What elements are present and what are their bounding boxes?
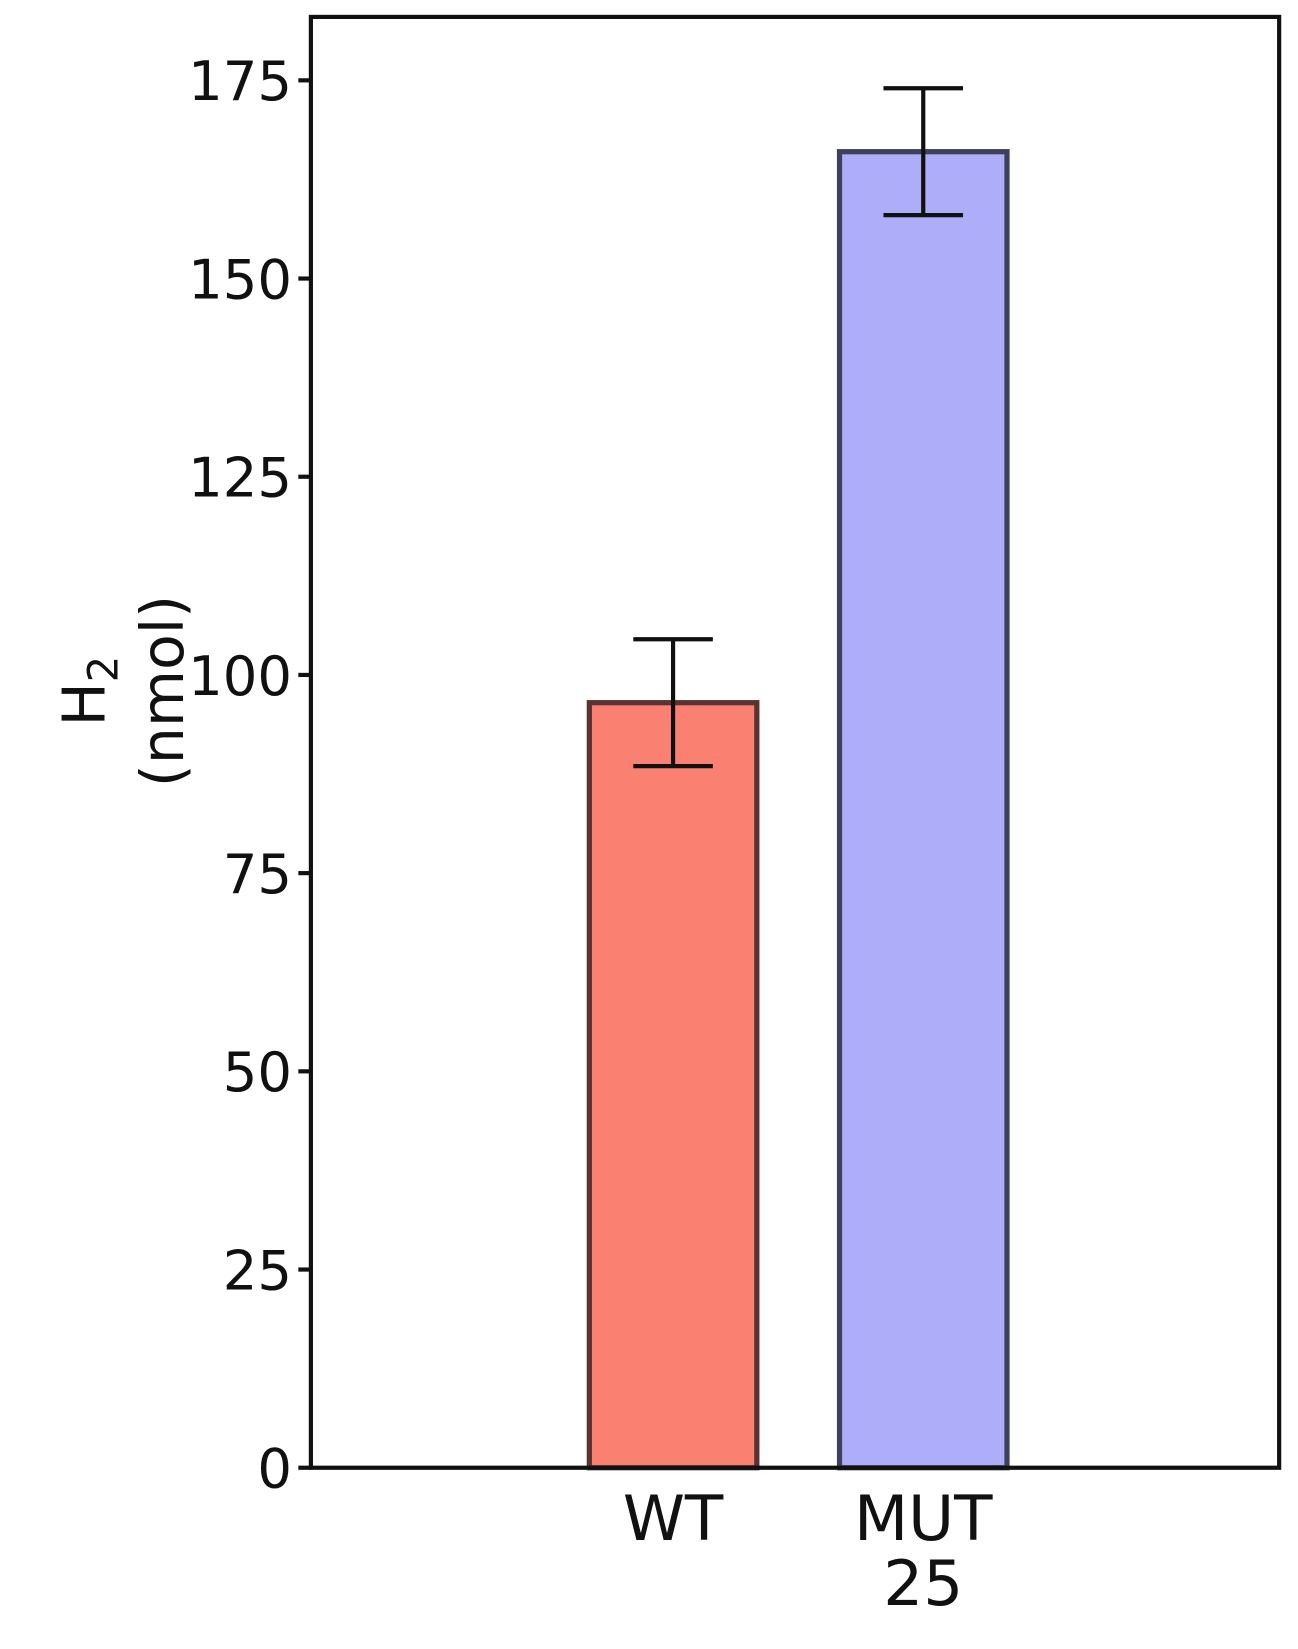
y-tick-label: 25 <box>223 1238 292 1302</box>
x-tick-label-box: MUT 25 <box>853 1486 993 1621</box>
y-tick-label: 50 <box>223 1040 292 1104</box>
y-tick-label: 125 <box>188 446 292 510</box>
x-tick-label-box: WT <box>622 1486 724 1556</box>
bar <box>586 700 760 1471</box>
plot-frame <box>308 14 1282 1470</box>
y-label-subscript: 2 <box>78 656 127 683</box>
y-axis-label: H2 (nmol) <box>51 595 198 787</box>
y-tick-label: 0 <box>257 1437 292 1501</box>
x-tick-label: MUT 25 <box>853 1486 993 1621</box>
y-label-symbol: H <box>51 682 119 726</box>
bar <box>836 149 1010 1471</box>
y-tick-label: 150 <box>188 247 292 311</box>
y-tick-label: 175 <box>188 49 292 113</box>
y-label-main: H2 <box>51 656 128 727</box>
y-label-unit: (nmol) <box>129 595 197 787</box>
y-tick-label: 100 <box>188 644 292 708</box>
x-tick-label: WT <box>622 1486 724 1556</box>
y-tick-label: 75 <box>223 842 292 906</box>
